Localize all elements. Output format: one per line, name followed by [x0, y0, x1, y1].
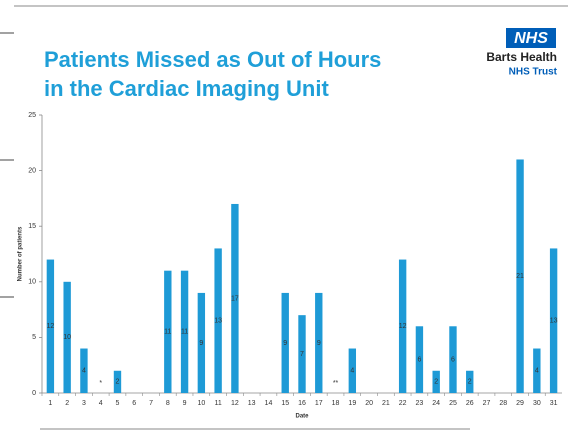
value-label: 2: [434, 379, 438, 386]
title-line: in the Cardiac Imaging Unit: [44, 76, 329, 101]
x-tick-label: 12: [231, 400, 239, 407]
x-tick-label: 29: [516, 400, 524, 407]
value-label: 13: [550, 318, 558, 325]
value-label: 9: [317, 340, 321, 347]
x-tick-label: 28: [499, 400, 507, 407]
x-tick-label: 2: [65, 400, 69, 407]
x-tick-label: 9: [183, 400, 187, 407]
y-tick-label: 0: [32, 390, 36, 397]
x-tick-label: 17: [315, 400, 323, 407]
bar: [46, 259, 55, 393]
x-tick-label: 15: [281, 400, 289, 407]
value-label: 13: [214, 318, 222, 325]
value-label: 2: [468, 379, 472, 386]
x-tick-label: 16: [298, 400, 306, 407]
value-label: 4: [535, 368, 539, 375]
x-tick-label: 6: [132, 400, 136, 407]
x-tick-label: 5: [116, 400, 120, 407]
bar: [197, 292, 206, 393]
x-tick-label: 8: [166, 400, 170, 407]
x-tick-label: 20: [365, 400, 373, 407]
bar: [516, 159, 524, 393]
y-tick-label: 5: [32, 334, 36, 341]
bar: [298, 315, 306, 393]
value-label: 12: [46, 323, 54, 330]
x-tick-label: 18: [332, 400, 340, 407]
value-label: 2: [116, 379, 120, 386]
bar: [398, 259, 407, 393]
bar: [80, 348, 88, 393]
bar: [113, 370, 122, 393]
x-tick-label: 13: [248, 400, 256, 407]
x-tick-label: 1: [48, 400, 52, 407]
bar: [214, 248, 222, 393]
bar: [63, 281, 71, 393]
value-label: 10: [63, 334, 71, 341]
x-tick-label: 25: [449, 400, 457, 407]
x-tick-label: 23: [416, 400, 424, 407]
value-label: 11: [181, 329, 188, 336]
x-tick-label: 24: [432, 400, 440, 407]
bar: [533, 348, 541, 393]
logo-box: [506, 28, 556, 48]
x-tick-label: 22: [399, 400, 407, 407]
value-label: **: [333, 380, 339, 387]
x-tick-label: 19: [348, 400, 356, 407]
x-tick-label: 14: [265, 400, 273, 407]
value-label: 9: [283, 340, 287, 347]
bar: [180, 270, 189, 393]
value-label: 6: [417, 356, 421, 363]
value-label: 4: [82, 368, 86, 375]
bar: [432, 370, 440, 393]
x-tick-label: 30: [533, 400, 541, 407]
y-tick-label: 25: [28, 112, 36, 119]
x-tick-label: 21: [382, 400, 390, 407]
x-tick-label: 27: [483, 400, 491, 407]
x-tick-label: 4: [99, 400, 103, 407]
bar: [231, 203, 239, 393]
logo-mark: NHS: [514, 30, 548, 47]
title-line: Patients Missed as Out of Hours: [44, 47, 381, 72]
x-tick-label: 3: [82, 400, 86, 407]
value-label: 4: [350, 368, 354, 375]
value-label: 7: [300, 351, 304, 358]
bar: [164, 270, 172, 393]
value-label: *: [99, 380, 102, 387]
bar: [415, 326, 424, 393]
logo-trust: NHS Trust: [509, 67, 558, 78]
bar: [466, 370, 474, 393]
y-axis-label: Number of patients: [18, 226, 24, 281]
x-tick-label: 7: [149, 400, 153, 407]
logo-name: Barts Health: [486, 50, 557, 64]
bar: [281, 292, 289, 393]
y-tick-label: 20: [28, 167, 36, 174]
value-label: 17: [231, 295, 239, 302]
bar: [348, 348, 357, 393]
bar: [449, 326, 457, 393]
value-label: 9: [199, 340, 203, 347]
value-label: 21: [516, 273, 524, 280]
value-label: 11: [164, 329, 171, 336]
value-label: 12: [399, 323, 407, 330]
x-tick-label: 10: [197, 400, 205, 407]
bar: [315, 292, 323, 393]
x-tick-label: 31: [550, 400, 558, 407]
x-tick-label: 26: [466, 400, 474, 407]
x-tick-label: 11: [214, 400, 221, 407]
y-tick-label: 15: [28, 223, 36, 230]
value-label: 6: [451, 356, 455, 363]
x-axis-label: Date: [295, 414, 309, 420]
y-tick-label: 10: [28, 279, 36, 286]
bar: [549, 248, 558, 393]
